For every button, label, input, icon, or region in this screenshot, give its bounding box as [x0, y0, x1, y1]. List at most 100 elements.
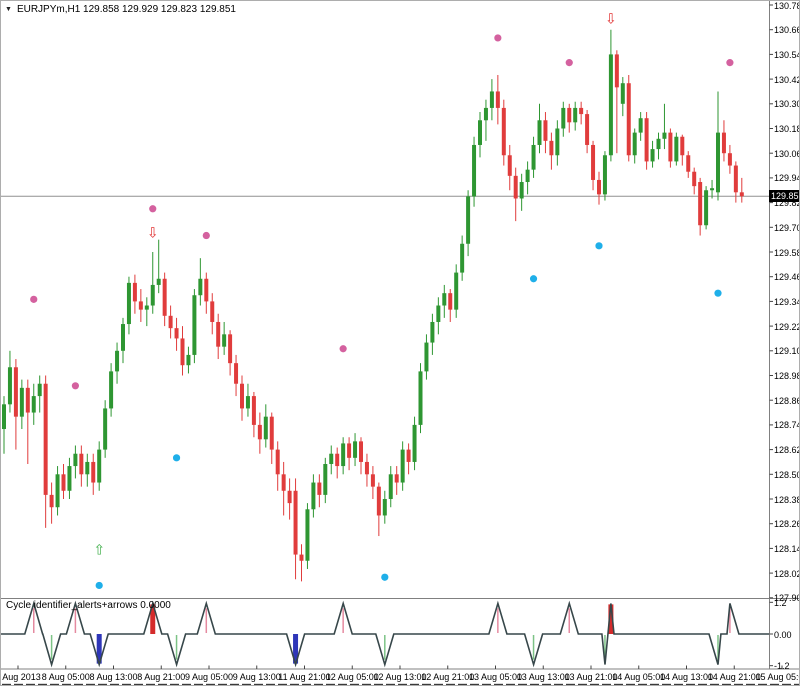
indicator-tick-label: -1.2: [774, 661, 790, 672]
bear-candle: [626, 83, 631, 156]
bear-candle: [692, 171, 697, 187]
period-tick: [2, 683, 11, 685]
bull-candle: [555, 128, 560, 156]
bull-candle: [222, 334, 227, 347]
bear-candle: [91, 461, 96, 483]
period-tick: [458, 683, 467, 685]
time-tick-label: 14 Aug 13:00: [659, 672, 714, 682]
bear-candle: [567, 107, 572, 123]
symbol-dropdown-icon[interactable]: ▼: [5, 5, 12, 13]
chart-symbol-title: ▼ EURJPYm,H1 129.858 129.929 129.823 129…: [5, 4, 236, 15]
cycle-blue-bar: [293, 634, 299, 664]
price-tick-label: 129.460: [774, 272, 799, 283]
bull-candle: [573, 107, 578, 123]
period-tick: [338, 683, 347, 685]
period-tick: [578, 683, 587, 685]
period-tick: [350, 683, 359, 685]
time-tick-label: 12 Aug 21:00: [421, 672, 475, 682]
period-tick: [650, 683, 659, 685]
bear-candle: [61, 474, 66, 491]
time-tick-label: 8 Aug 05:00: [41, 672, 90, 682]
period-tick: [326, 683, 335, 685]
bear-candle: [269, 416, 274, 450]
buy-semaphore-dot: [172, 454, 181, 462]
bull-candle: [144, 305, 149, 310]
buy-semaphore-dot: [381, 573, 389, 581]
bull-candle: [454, 272, 459, 310]
period-tick: [530, 683, 539, 685]
bear-candle: [495, 91, 500, 108]
bear-candle: [585, 114, 590, 145]
bear-candle: [406, 449, 411, 462]
sell-semaphore-dot: [565, 59, 573, 67]
bear-candle: [680, 136, 685, 156]
bear-candle: [364, 461, 369, 475]
bull-candle: [19, 387, 24, 417]
time-tick-label: 8 Aug 21:00: [137, 672, 186, 682]
bear-candle: [591, 144, 596, 180]
indicator-tick-label: 0.00: [774, 629, 792, 640]
bull-candle: [55, 474, 60, 508]
bear-candle: [162, 278, 167, 316]
bear-candle: [739, 192, 744, 197]
time-tick-label: 14 Aug 21:00: [707, 672, 761, 682]
bull-candle: [638, 118, 643, 133]
period-tick: [422, 683, 431, 685]
price-tick-label: 130.540: [774, 49, 799, 60]
bear-candle: [293, 490, 298, 555]
period-tick: [14, 683, 23, 685]
bull-candle: [31, 396, 36, 413]
price-tick-label: 130.780: [774, 0, 799, 11]
bear-candle: [228, 334, 233, 364]
period-tick: [794, 683, 799, 685]
period-tick: [410, 683, 419, 685]
bull-candle: [531, 144, 536, 170]
period-tick: [146, 683, 155, 685]
time-tick-label: 11 Aug 21:00: [278, 672, 331, 682]
price-tick-label: 129.340: [774, 296, 799, 307]
bear-candle: [204, 278, 209, 302]
bull-candle: [478, 120, 482, 145]
period-tick: [758, 683, 767, 685]
bull-candle: [608, 54, 613, 156]
price-tick-label: 128.260: [774, 519, 799, 530]
time-tick-label: 14 Aug 05:00: [612, 672, 666, 682]
bull-candle: [109, 371, 114, 409]
sell-semaphore-dot: [494, 34, 502, 42]
bull-candle: [382, 499, 387, 516]
bull-candle: [418, 371, 423, 425]
period-tick: [734, 683, 743, 685]
bull-candle: [115, 350, 120, 372]
bear-candle: [448, 293, 453, 310]
bull-candle: [198, 278, 203, 296]
period-tick: [98, 683, 107, 685]
sell-semaphore-dot: [726, 59, 734, 67]
bull-candle: [7, 367, 12, 405]
cycle-red-bar: [608, 604, 614, 634]
period-tick: [398, 683, 407, 685]
sell-semaphore-dot: [202, 231, 210, 240]
bull-candle: [2, 404, 6, 430]
period-tick: [62, 683, 71, 685]
time-tick-label: 7 Aug 2013: [1, 672, 41, 682]
sell-semaphore-dot: [71, 382, 79, 390]
sell-arrow-icon: ⇩: [605, 11, 617, 27]
price-tick-label: 128.020: [774, 568, 799, 579]
price-tick-label: 128.980: [774, 371, 799, 381]
bear-candle: [180, 338, 185, 366]
bull-candle: [73, 453, 78, 467]
bear-candle: [174, 328, 179, 339]
bear-candle: [733, 165, 738, 193]
buy-semaphore-dot: [595, 242, 603, 250]
buy-semaphore-dot: [714, 289, 722, 297]
bull-candle: [710, 188, 715, 191]
price-tick-label: 130.300: [774, 99, 799, 110]
bull-candle: [341, 443, 346, 467]
time-tick-label: 12 Aug 13:00: [373, 672, 427, 682]
bull-candle: [620, 83, 625, 104]
bull-candle: [704, 190, 709, 226]
period-tick: [86, 683, 95, 685]
price-tick-label: 128.380: [774, 494, 799, 505]
